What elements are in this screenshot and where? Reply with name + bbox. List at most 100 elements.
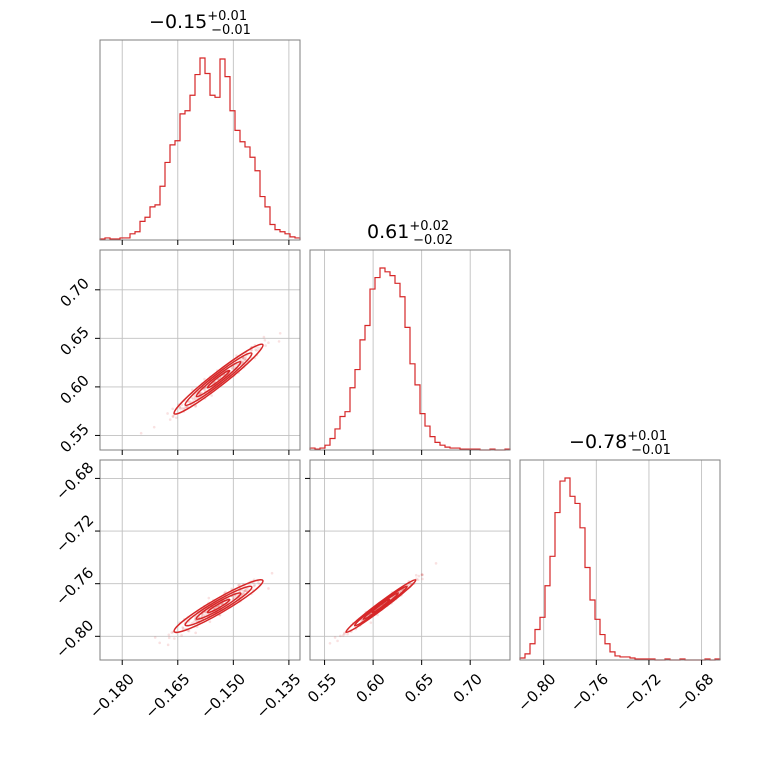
sample-point [191, 388, 194, 392]
sample-point [242, 589, 245, 593]
sample-point [168, 418, 172, 421]
sample-point [173, 637, 176, 640]
sample-point [243, 589, 247, 593]
sample-point [270, 571, 274, 575]
tick-label-x-2-1: −0.76 [567, 670, 612, 715]
sample-point [182, 627, 185, 630]
sample-point [267, 341, 270, 345]
sample-point [244, 587, 248, 591]
sample-point [253, 583, 256, 587]
sample-point [243, 358, 246, 361]
sample-point [339, 634, 342, 638]
sample-point [166, 643, 170, 647]
sample-point [333, 636, 337, 639]
sample-point [244, 589, 247, 592]
sample-point [210, 394, 213, 397]
sample-point [241, 360, 245, 363]
tick-label-x-1-0: 0.55 [304, 670, 340, 706]
contour-1 [195, 360, 242, 398]
panel-frame [99, 249, 301, 451]
sample-point [152, 425, 156, 429]
sample-point [421, 573, 424, 577]
sample-point [192, 620, 196, 623]
sample-point [343, 632, 346, 636]
sample-point [158, 641, 161, 645]
tick-label-x-0-1: −0.165 [142, 670, 194, 722]
sample-point [171, 414, 175, 418]
contour-3 [345, 578, 417, 634]
sample-point [193, 394, 196, 398]
panel-0-0: −0.15+0.01 −0.01 [99, 9, 301, 245]
tick-label-y-2-0: −0.80 [52, 616, 97, 661]
title-plus-0: +0.01 [207, 9, 247, 24]
sample-point [180, 634, 183, 637]
tick-label-y-1-2: 0.65 [57, 323, 93, 359]
contour-2 [184, 352, 253, 407]
sample-point [243, 357, 247, 360]
sample-point [204, 611, 207, 614]
sample-point [139, 431, 143, 435]
panel-title-1: 0.61+0.02 −0.02 [367, 219, 453, 248]
sample-point [171, 407, 174, 411]
sample-point [174, 416, 178, 419]
sample-point [420, 573, 424, 576]
sample-point [194, 631, 197, 635]
contour-1 [362, 592, 400, 620]
histogram-0 [99, 57, 301, 240]
sample-point [341, 634, 345, 637]
tick-label-y-1-1: 0.60 [57, 371, 93, 407]
sample-point [278, 331, 282, 335]
sample-point [243, 589, 246, 593]
panel-title-0: −0.15+0.01 −0.01 [149, 9, 251, 38]
sample-point [244, 355, 248, 358]
tick-label-x-2-3: −0.68 [672, 670, 717, 715]
sample-point [241, 357, 245, 361]
sample-point [343, 631, 346, 635]
sample-point [262, 335, 266, 339]
panel-2-2: −0.78+0.01 −0.01 −0.80 −0.76 −0.72 −0.68 [514, 429, 721, 715]
sample-point [182, 407, 186, 411]
sample-point [193, 396, 197, 400]
sample-point [207, 596, 211, 600]
sample-point [416, 578, 420, 582]
histogram-2 [519, 477, 721, 661]
sample-point [434, 562, 438, 565]
title-value-0: −0.15 [149, 11, 207, 33]
tick-label-y-1-3: 0.70 [57, 274, 93, 310]
tick-label-y-2-1: −0.76 [52, 564, 97, 609]
title-minus-0: −0.01 [211, 23, 251, 38]
sample-point [183, 406, 187, 410]
sample-point [192, 397, 195, 401]
title-plus-2: +0.01 [627, 429, 667, 444]
sample-point [336, 639, 339, 643]
histogram-1 [309, 267, 511, 451]
sample-point [170, 631, 174, 634]
contour-2 [184, 585, 253, 627]
sample-point [263, 338, 267, 342]
contour-3 [173, 343, 264, 415]
sample-point [199, 391, 202, 395]
panel-2-1: 0.55 0.60 0.65 0.70 [304, 459, 511, 706]
sample-point [178, 406, 182, 409]
tick-label-x-2-0: −0.80 [514, 670, 559, 715]
sample-point [195, 619, 198, 622]
tick-label-y-2-3: −0.68 [52, 459, 97, 504]
sample-point [190, 396, 194, 400]
panel-frame [309, 249, 511, 451]
tick-label-x-2-2: −0.72 [619, 670, 664, 715]
contour-1 [195, 592, 242, 620]
title-value-2: −0.78 [569, 431, 627, 453]
sample-point [369, 621, 373, 624]
panel-frame [519, 459, 721, 661]
sample-point [420, 573, 424, 576]
sample-point [153, 636, 157, 639]
sample-point [233, 595, 237, 599]
panel-2-0: −0.180 −0.165 −0.150 −0.135 −0.80 −0.76 −0.72 −… [52, 459, 305, 722]
sample-point [328, 641, 332, 645]
sample-point [250, 348, 254, 352]
sample-point [237, 583, 240, 587]
sample-point [194, 405, 197, 408]
contour-0 [206, 369, 231, 389]
tick-label-x-1-3: 0.70 [450, 670, 486, 706]
sample-point [252, 584, 256, 588]
